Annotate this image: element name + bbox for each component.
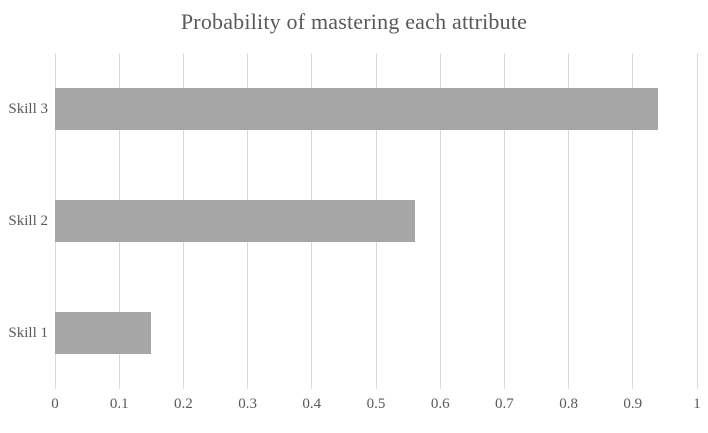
bars-layer — [55, 53, 697, 389]
gridline — [632, 53, 634, 389]
x-tick-label: 0.4 — [302, 396, 322, 412]
chart-title: Probability of mastering each attribute — [180, 9, 528, 34]
x-tick-label: 0.1 — [109, 396, 129, 412]
x-tick-label: 0.9 — [623, 396, 643, 412]
x-tick-label: 1 — [693, 396, 701, 412]
x-tick-label: 0.5 — [366, 396, 386, 412]
x-tick-label: 0.3 — [238, 396, 257, 412]
x-tick-label: 0.2 — [174, 396, 193, 412]
bar-skill-2 — [55, 200, 415, 242]
gridline — [696, 53, 698, 389]
bar-skill-1 — [55, 312, 152, 354]
bar-skill-3 — [55, 88, 659, 130]
plot-area — [54, 53, 698, 389]
category-label: Skill 3 — [8, 101, 48, 117]
gridline — [503, 53, 505, 389]
category-label: Skill 1 — [8, 325, 48, 341]
gridline — [439, 53, 441, 389]
x-tick-label: 0.6 — [430, 396, 450, 412]
x-tick-label: 0 — [51, 396, 59, 412]
gridline — [568, 53, 570, 389]
x-tick-label: 0.7 — [495, 396, 514, 412]
category-label: Skill 2 — [8, 213, 48, 229]
x-tick-label: 0.8 — [559, 396, 578, 412]
